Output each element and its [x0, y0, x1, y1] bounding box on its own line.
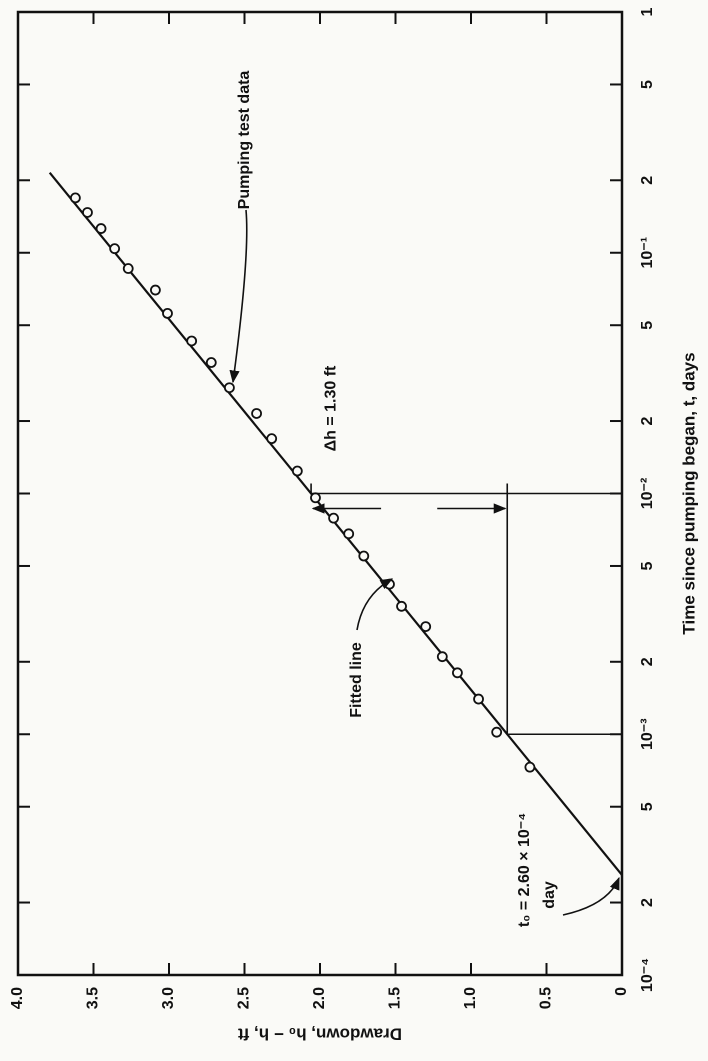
fitted-line — [50, 173, 622, 875]
x-tick-label: 5 — [639, 80, 656, 89]
series-label: Pumping test data — [236, 71, 253, 210]
chart: 0 0.5 1.0 1.5 2.0 2.5 3.0 3.5 4.0 10⁻⁴ 2 5 10⁻³ 2 5 10⁻… — [0, 0, 708, 1061]
data-point — [225, 383, 234, 392]
x-tick-label: 2 — [639, 657, 656, 666]
y-tick-label: 1.5 — [387, 987, 404, 1009]
x-tick-label: 5 — [639, 321, 656, 330]
y-tick-label: 3.5 — [85, 987, 102, 1009]
y-tick-label: 0.5 — [538, 987, 555, 1009]
y-axis-label: Drawdown, h₀ − h, ft — [238, 1025, 402, 1044]
x-tick-label: 10⁻⁴ — [639, 958, 656, 992]
data-point — [397, 602, 406, 611]
data-point — [151, 286, 160, 295]
plot-area: 0 0.5 1.0 1.5 2.0 2.5 3.0 3.5 4.0 10⁻⁴ 2 5 10⁻³ 2 5 10⁻… — [9, 7, 698, 1043]
x-tick-label: 5 — [639, 802, 656, 811]
data-point — [124, 264, 133, 273]
data-point — [163, 309, 172, 318]
data-point — [492, 728, 501, 737]
x-tick-label: 2 — [639, 176, 656, 185]
y-tick-label: 2.5 — [236, 987, 253, 1009]
data-point — [97, 224, 106, 233]
x-tick-label: 10⁻¹ — [639, 237, 656, 269]
data-point — [187, 336, 196, 345]
data-point — [207, 358, 216, 367]
data-point — [71, 193, 80, 202]
y-tick-label: 2.0 — [311, 987, 328, 1009]
y-tick-label: 3.0 — [160, 987, 177, 1009]
data-point — [110, 244, 119, 253]
x-tick-label: 1 — [639, 7, 656, 16]
y-tick-label: 1.0 — [462, 987, 479, 1009]
x-tick-label: 2 — [639, 898, 656, 907]
annotation-arrow — [563, 878, 619, 915]
t0-unit: day — [541, 881, 558, 909]
delta-h-label: Δh = 1.30 ft — [322, 365, 339, 451]
data-point — [421, 622, 430, 631]
annotation-arrow — [233, 210, 247, 382]
data-point — [453, 668, 462, 677]
data-point — [359, 552, 368, 561]
data-point — [83, 208, 92, 217]
y-tick-label: 4.0 — [9, 987, 26, 1009]
data-point — [329, 514, 338, 523]
data-point — [311, 493, 320, 502]
data-point — [438, 652, 447, 661]
series-label: Fitted line — [348, 642, 365, 718]
x-tick-label: 10⁻³ — [639, 718, 656, 750]
x-tick-label: 2 — [639, 416, 656, 425]
x-axis-label: Time since pumping began, t, days — [679, 352, 698, 634]
data-point — [267, 434, 276, 443]
x-tick-label: 10⁻² — [639, 478, 656, 510]
y-tick-label: 0 — [613, 987, 630, 996]
data-point — [344, 529, 353, 538]
data-point — [525, 763, 534, 772]
x-tick-label: 5 — [639, 561, 656, 570]
t0-label: t₀ = 2.60 × 10⁻⁴ — [516, 813, 533, 927]
data-point — [252, 409, 261, 418]
data-point — [474, 695, 483, 704]
data-point — [293, 467, 302, 476]
